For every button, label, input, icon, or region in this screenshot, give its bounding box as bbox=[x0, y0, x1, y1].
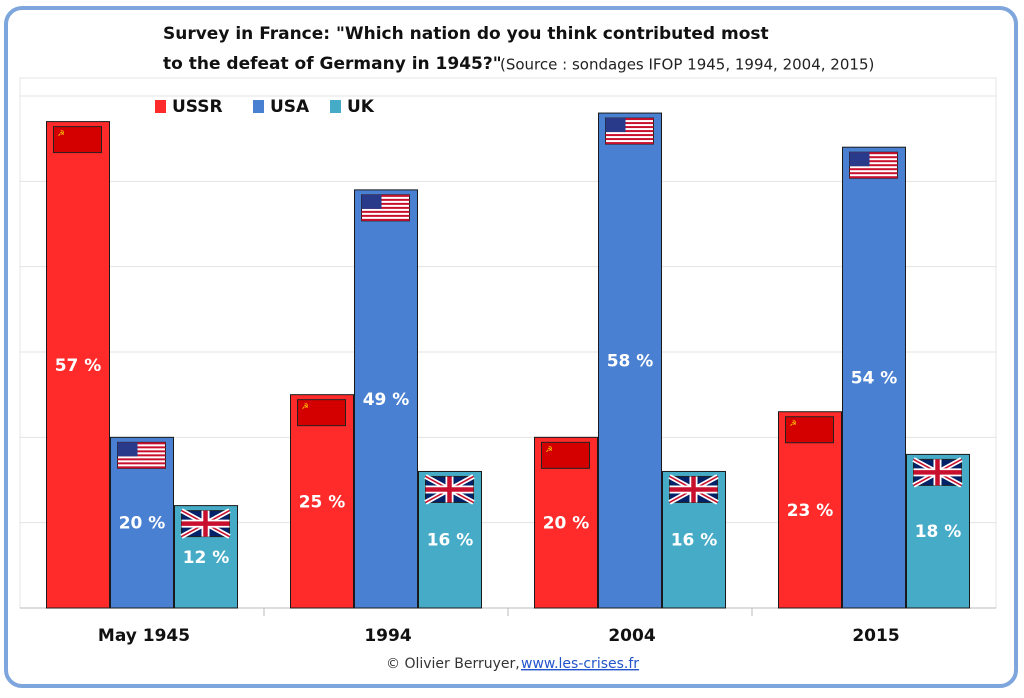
flag-emblem: ☭ bbox=[546, 445, 553, 454]
flag-stripe bbox=[117, 458, 166, 461]
chart-title: to the defeat of Germany in 1945?" bbox=[163, 54, 502, 74]
legend-swatch bbox=[330, 100, 341, 113]
flag-stripe bbox=[605, 126, 654, 129]
data-label: 18 % bbox=[915, 522, 962, 542]
data-label: 23 % bbox=[787, 501, 834, 521]
flag-stripe bbox=[605, 142, 654, 145]
x-tick-label: 2015 bbox=[852, 626, 899, 646]
flag-stripe bbox=[361, 194, 410, 197]
data-label: 25 % bbox=[299, 492, 346, 512]
flag bbox=[53, 126, 102, 154]
flag-stripe bbox=[849, 176, 898, 179]
data-label: 20 % bbox=[119, 514, 166, 534]
flag-stripe bbox=[361, 214, 410, 217]
data-label: 16 % bbox=[427, 531, 474, 551]
flag bbox=[541, 441, 590, 469]
flag-stripe bbox=[361, 202, 410, 205]
flag-icon: ☭ bbox=[53, 126, 102, 154]
flag-icon bbox=[668, 474, 719, 505]
legend-label: USA bbox=[270, 97, 310, 117]
data-label: 20 % bbox=[543, 514, 590, 534]
flag-icon bbox=[180, 508, 231, 539]
flag-icon bbox=[361, 194, 410, 222]
flag-stripe bbox=[605, 138, 654, 141]
flag-stripe bbox=[117, 442, 166, 445]
bar bbox=[46, 121, 110, 609]
data-label: 16 % bbox=[671, 531, 718, 551]
flag-stripe bbox=[605, 130, 654, 133]
flag-icon: ☭ bbox=[785, 416, 834, 444]
flag-stripe bbox=[361, 218, 410, 221]
flag-canton bbox=[361, 194, 382, 209]
flag-cross bbox=[181, 510, 230, 537]
bar bbox=[354, 189, 418, 609]
data-label: 54 % bbox=[851, 369, 898, 389]
flag-stripe bbox=[117, 462, 166, 465]
flag-stripe bbox=[361, 206, 410, 209]
x-tick-label: 1994 bbox=[364, 626, 411, 646]
flag-stripe bbox=[605, 122, 654, 125]
flag bbox=[785, 416, 834, 444]
flag-stripe bbox=[117, 446, 166, 449]
chart-subtitle: (Source : sondages IFOP 1945, 1994, 2004… bbox=[500, 56, 874, 74]
flag-icon: ☭ bbox=[297, 399, 346, 427]
flag-stripe bbox=[117, 450, 166, 453]
legend-swatch bbox=[155, 100, 166, 113]
flag-icon: ☭ bbox=[541, 441, 590, 469]
flag-cross bbox=[913, 459, 962, 486]
flag-stripe bbox=[361, 210, 410, 213]
flag-cross bbox=[425, 476, 474, 503]
flag-cross bbox=[669, 476, 718, 503]
data-label: 58 % bbox=[607, 352, 654, 372]
flag-icon bbox=[605, 117, 654, 145]
flag-canton bbox=[849, 152, 870, 167]
flag-stripe bbox=[605, 134, 654, 137]
flag-stripe bbox=[605, 118, 654, 121]
flag-emblem: ☭ bbox=[302, 402, 309, 411]
flag-icon bbox=[849, 151, 898, 179]
x-tick-label: May 1945 bbox=[98, 626, 190, 646]
chart-title: Survey in France: "Which nation do you t… bbox=[163, 24, 769, 44]
flag-stripe bbox=[849, 172, 898, 175]
bar bbox=[842, 146, 906, 609]
flag-stripe bbox=[849, 152, 898, 155]
data-label: 57 % bbox=[55, 356, 102, 376]
data-label: 12 % bbox=[183, 548, 230, 568]
credit: © Olivier Berruyer, bbox=[386, 656, 520, 672]
flag-stripe bbox=[117, 466, 166, 469]
flag-canton bbox=[117, 442, 138, 457]
flag-icon bbox=[424, 474, 475, 505]
flag-icon bbox=[912, 457, 963, 488]
flag-emblem: ☭ bbox=[790, 419, 797, 428]
flag-stripe bbox=[849, 164, 898, 167]
data-label: 49 % bbox=[363, 390, 410, 410]
flag-stripe bbox=[849, 168, 898, 171]
x-tick-label: 2004 bbox=[608, 626, 655, 646]
bar bbox=[290, 394, 354, 609]
flag-stripe bbox=[117, 454, 166, 457]
flag-icon bbox=[117, 441, 166, 469]
link[interactable]: www.les-crises.fr bbox=[521, 656, 639, 672]
legend-swatch bbox=[253, 100, 264, 113]
flag-stripe bbox=[849, 160, 898, 163]
flag-stripe bbox=[849, 156, 898, 159]
flag bbox=[297, 399, 346, 427]
legend-label: UK bbox=[347, 97, 375, 117]
bar bbox=[778, 411, 842, 609]
flag-stripe bbox=[361, 198, 410, 201]
legend-label: USSR bbox=[172, 97, 223, 117]
flag-emblem: ☭ bbox=[58, 129, 65, 138]
bar bbox=[598, 112, 662, 609]
flag-canton bbox=[605, 118, 626, 133]
